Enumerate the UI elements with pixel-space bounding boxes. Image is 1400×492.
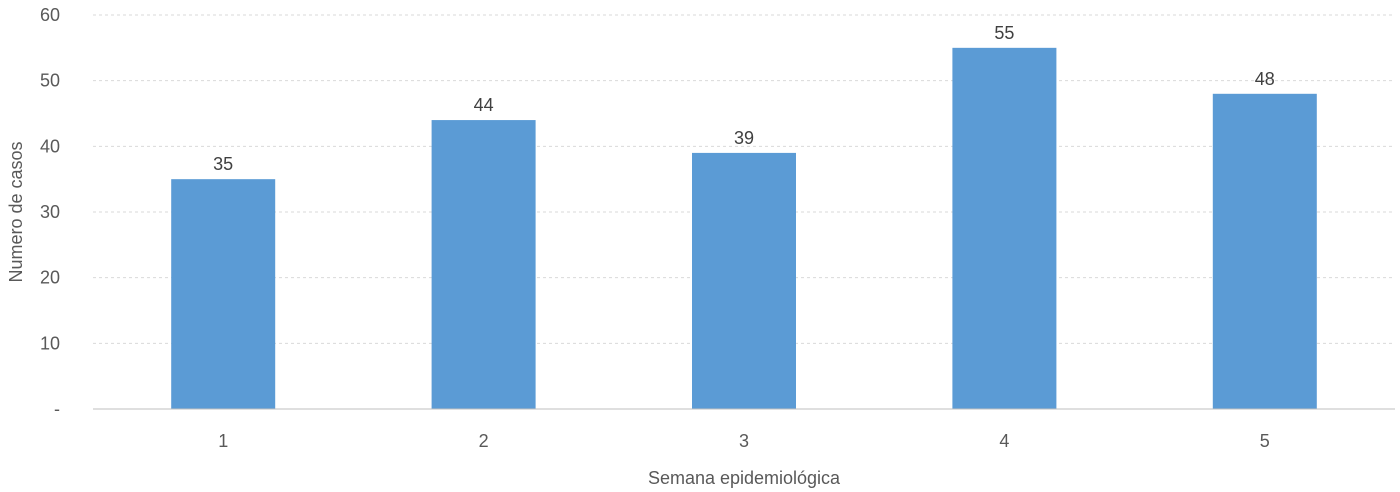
data-label-1: 35 — [213, 154, 233, 174]
data-label-5: 48 — [1255, 69, 1275, 89]
x-axis-title: Semana epidemiológica — [648, 468, 841, 488]
data-label-4: 55 — [994, 23, 1014, 43]
bar-1 — [171, 179, 276, 409]
x-tick-label-2: 2 — [479, 431, 489, 451]
y-tick-label: 20 — [40, 268, 60, 288]
y-tick-label: - — [54, 399, 60, 419]
bar-5 — [1212, 93, 1317, 410]
x-tick-label-3: 3 — [739, 431, 749, 451]
y-tick-label: 40 — [40, 136, 60, 156]
bar-4 — [952, 47, 1057, 409]
y-axis-title: Numero de casos — [6, 141, 26, 282]
y-tick-label: 30 — [40, 202, 60, 222]
bars — [171, 47, 1317, 410]
x-tick-label-4: 4 — [999, 431, 1009, 451]
bar-2 — [431, 120, 536, 410]
data-labels: 35 44 39 55 48 — [213, 23, 1275, 174]
data-label-2: 44 — [474, 95, 494, 115]
y-tick-label: 50 — [40, 71, 60, 91]
y-tick-label: 10 — [40, 333, 60, 353]
x-tick-label-1: 1 — [218, 431, 228, 451]
y-tick-label: 60 — [40, 5, 60, 25]
data-label-3: 39 — [734, 128, 754, 148]
bar-3 — [692, 152, 796, 409]
x-axis-ticks: 1 2 3 4 5 — [218, 431, 1270, 451]
y-axis-ticks: - 10 20 30 40 50 60 — [40, 5, 60, 419]
x-tick-label-5: 5 — [1260, 431, 1270, 451]
